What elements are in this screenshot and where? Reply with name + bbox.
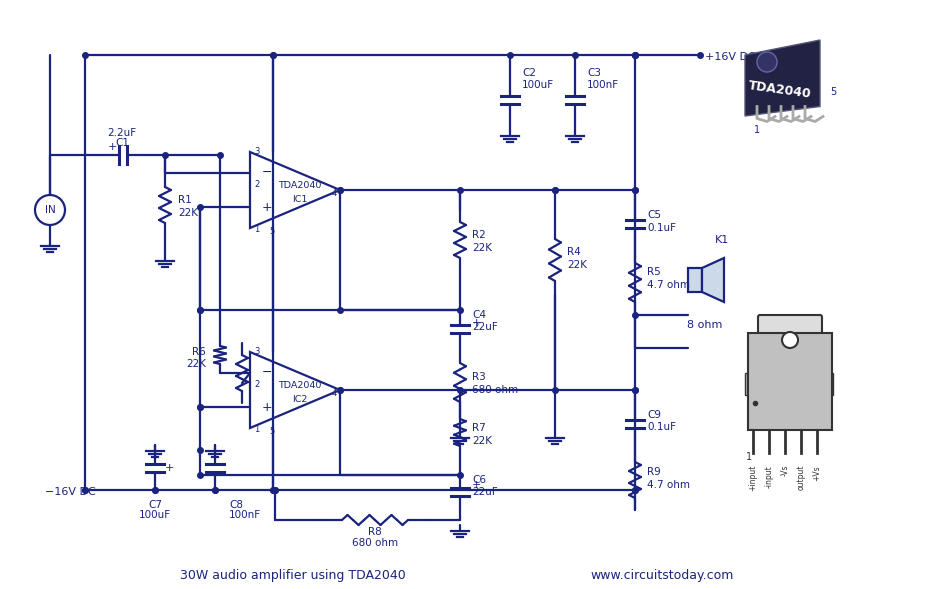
Text: R5: R5	[647, 267, 661, 277]
Text: 22K: 22K	[472, 436, 492, 446]
Text: 3: 3	[254, 147, 259, 156]
Circle shape	[757, 52, 777, 72]
Text: C1: C1	[115, 138, 129, 148]
Text: 22uF: 22uF	[472, 322, 498, 332]
Text: 4.7 ohm: 4.7 ohm	[647, 280, 690, 290]
Text: TDA2040: TDA2040	[278, 180, 322, 190]
Text: 5: 5	[830, 87, 836, 97]
Circle shape	[782, 332, 798, 348]
Text: 3: 3	[254, 347, 259, 356]
Text: +: +	[472, 481, 481, 491]
Text: TDA2040: TDA2040	[278, 380, 322, 389]
Text: 4.7 ohm: 4.7 ohm	[647, 480, 690, 490]
Text: +: +	[165, 463, 174, 473]
Text: -input: -input	[765, 465, 773, 488]
Text: 100nF: 100nF	[229, 510, 261, 520]
Text: +: +	[472, 318, 481, 328]
Text: C8: C8	[229, 500, 243, 510]
Text: +Vs: +Vs	[812, 465, 822, 481]
Text: R2: R2	[472, 230, 486, 240]
Text: 680 ohm: 680 ohm	[352, 538, 398, 548]
Text: 1: 1	[254, 425, 259, 434]
Text: 5: 5	[270, 428, 274, 436]
Text: 22uF: 22uF	[472, 487, 498, 497]
Bar	[745, 373, 751, 395]
Text: 1: 1	[746, 452, 752, 462]
Text: 5: 5	[270, 227, 274, 237]
Polygon shape	[745, 40, 820, 116]
Text: www.circuitstoday.com: www.circuitstoday.com	[590, 568, 734, 581]
Text: C2: C2	[522, 68, 536, 78]
Text: 4: 4	[331, 188, 337, 197]
Text: 1: 1	[753, 125, 760, 135]
Text: R7: R7	[472, 423, 486, 433]
Text: C6: C6	[472, 475, 486, 485]
Bar	[827, 373, 833, 395]
Text: 0.1uF: 0.1uF	[647, 422, 676, 432]
Text: −16V DC: −16V DC	[45, 487, 95, 497]
Text: +: +	[262, 201, 272, 214]
Text: 22K: 22K	[186, 359, 206, 369]
Text: R1: R1	[178, 195, 192, 205]
Text: IC2: IC2	[292, 395, 308, 405]
Text: 2: 2	[254, 380, 259, 389]
Text: +: +	[262, 401, 272, 413]
Text: 100uF: 100uF	[522, 80, 554, 90]
Text: 4: 4	[331, 389, 337, 398]
Text: −: −	[262, 167, 272, 180]
Text: −: −	[262, 366, 272, 379]
Text: -Vs: -Vs	[781, 465, 789, 477]
FancyBboxPatch shape	[758, 315, 822, 334]
Bar	[688, 268, 702, 292]
Text: output: output	[797, 465, 806, 491]
Text: 1: 1	[254, 225, 259, 234]
Text: 22K: 22K	[472, 243, 492, 253]
Text: 100nF: 100nF	[587, 80, 619, 90]
Text: C9: C9	[647, 410, 661, 420]
Text: +16V DC: +16V DC	[705, 52, 755, 62]
Text: IN: IN	[45, 205, 55, 215]
Text: C7: C7	[148, 500, 162, 510]
Text: R4: R4	[567, 247, 580, 257]
Text: 2.2uF: 2.2uF	[108, 128, 137, 138]
Text: C5: C5	[647, 210, 661, 220]
Text: 22K: 22K	[567, 260, 587, 270]
Text: IC1: IC1	[292, 196, 308, 204]
Text: 680 ohm: 680 ohm	[472, 385, 519, 395]
Text: +: +	[108, 142, 117, 152]
Text: TDA: TDA	[774, 361, 806, 376]
Text: 30W audio amplifier using TDA2040: 30W audio amplifier using TDA2040	[180, 568, 405, 581]
Polygon shape	[702, 258, 724, 302]
Text: TDA2040: TDA2040	[748, 79, 812, 101]
Text: 0.1uF: 0.1uF	[647, 223, 676, 233]
Text: C3: C3	[587, 68, 601, 78]
Text: R9: R9	[647, 467, 661, 477]
Text: 2: 2	[254, 180, 259, 189]
Text: R3: R3	[472, 372, 486, 382]
Bar	[748, 333, 832, 430]
Text: C4: C4	[472, 310, 486, 320]
Text: +input: +input	[749, 465, 757, 491]
Text: K1: K1	[715, 235, 729, 245]
Text: 2040: 2040	[770, 382, 810, 396]
Text: 8 ohm: 8 ohm	[687, 320, 723, 330]
Text: 22K: 22K	[178, 208, 198, 218]
Text: R8: R8	[368, 527, 382, 537]
Text: 100uF: 100uF	[139, 510, 171, 520]
Text: R6: R6	[192, 347, 206, 357]
